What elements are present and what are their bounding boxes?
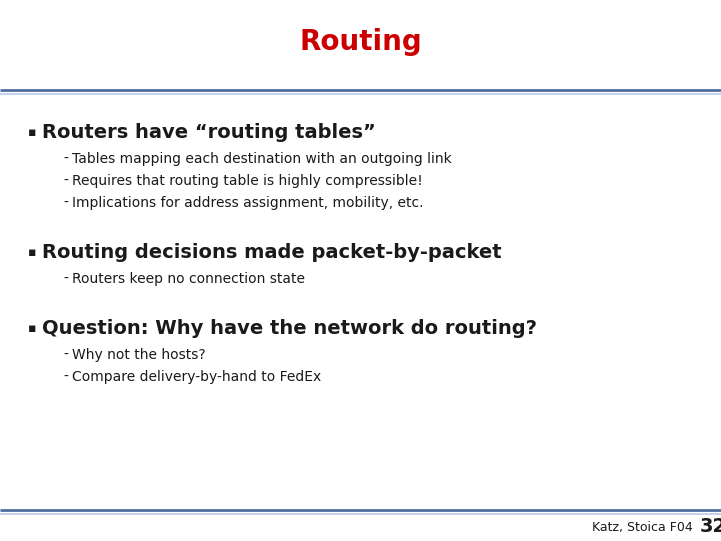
Text: ▪: ▪ <box>28 322 37 335</box>
Text: Katz, Stoica F04: Katz, Stoica F04 <box>592 522 693 535</box>
Text: -: - <box>63 272 68 286</box>
Text: 32: 32 <box>700 518 721 537</box>
Text: Routers have “routing tables”: Routers have “routing tables” <box>42 123 376 142</box>
Text: Routing decisions made packet-by-packet: Routing decisions made packet-by-packet <box>42 243 502 262</box>
Text: Requires that routing table is highly compressible!: Requires that routing table is highly co… <box>72 174 423 188</box>
Text: -: - <box>63 152 68 166</box>
Text: Tables mapping each destination with an outgoing link: Tables mapping each destination with an … <box>72 152 452 166</box>
Text: -: - <box>63 370 68 384</box>
Text: Question: Why have the network do routing?: Question: Why have the network do routin… <box>42 320 537 339</box>
Text: Routing: Routing <box>299 28 422 56</box>
Text: Routers keep no connection state: Routers keep no connection state <box>72 272 305 286</box>
Text: -: - <box>63 196 68 210</box>
Text: ▪: ▪ <box>28 247 37 260</box>
Text: Implications for address assignment, mobility, etc.: Implications for address assignment, mob… <box>72 196 423 210</box>
Text: -: - <box>63 348 68 362</box>
Text: Why not the hosts?: Why not the hosts? <box>72 348 205 362</box>
Text: ▪: ▪ <box>28 127 37 140</box>
Text: Compare delivery-by-hand to FedEx: Compare delivery-by-hand to FedEx <box>72 370 322 384</box>
Text: -: - <box>63 174 68 188</box>
